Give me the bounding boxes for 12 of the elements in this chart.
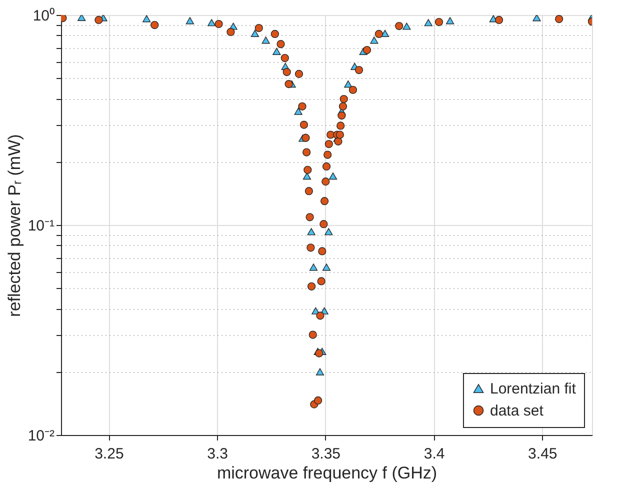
legend-label: data set	[490, 402, 544, 420]
y-tick-label: 10⁻²	[28, 428, 54, 444]
y-axis-title: reflected power Pᵣ (mW)	[4, 134, 24, 317]
y-tick-label: 10⁰	[32, 8, 54, 24]
x-tick-label: 3.4	[424, 446, 445, 462]
x-axis-title: microwave frequency f (GHz)	[216, 464, 438, 482]
legend-label: Lorentzian fit	[490, 380, 577, 398]
y-tick-label: 10⁻¹	[28, 218, 54, 234]
x-tick-label: 3.45	[528, 446, 558, 462]
x-tick-label: 3.35	[311, 446, 341, 462]
x-tick-label: 3.25	[94, 446, 124, 462]
x-tick-label: 3.3	[207, 446, 228, 462]
